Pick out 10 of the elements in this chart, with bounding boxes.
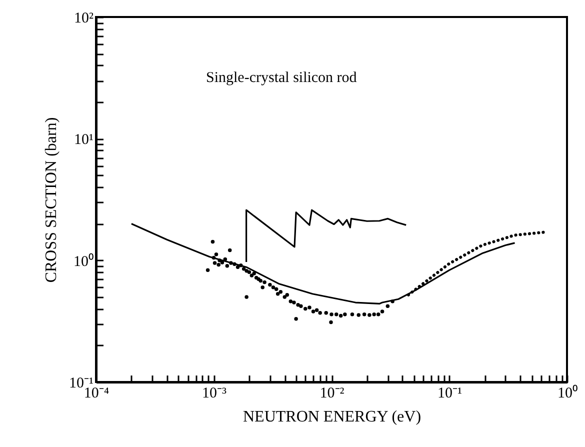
x-axis-title: NEUTRON ENERGY (eV) (242, 408, 422, 426)
x-tick-label: 10⁻¹ (438, 386, 462, 402)
y-tick-label: 10⁰ (74, 252, 94, 270)
x-tick-label: 10⁰ (558, 384, 578, 402)
x-tick-label: 10⁻² (320, 386, 345, 402)
y-tick-label: 10¹ (74, 132, 94, 148)
y-axis-title: CROSS SECTION (barn) (43, 117, 60, 283)
y-tick-label: 10² (74, 10, 94, 26)
x-tick-label: 10⁻³ (202, 386, 227, 402)
annotation: Single-crystal silicon rod (206, 70, 358, 86)
